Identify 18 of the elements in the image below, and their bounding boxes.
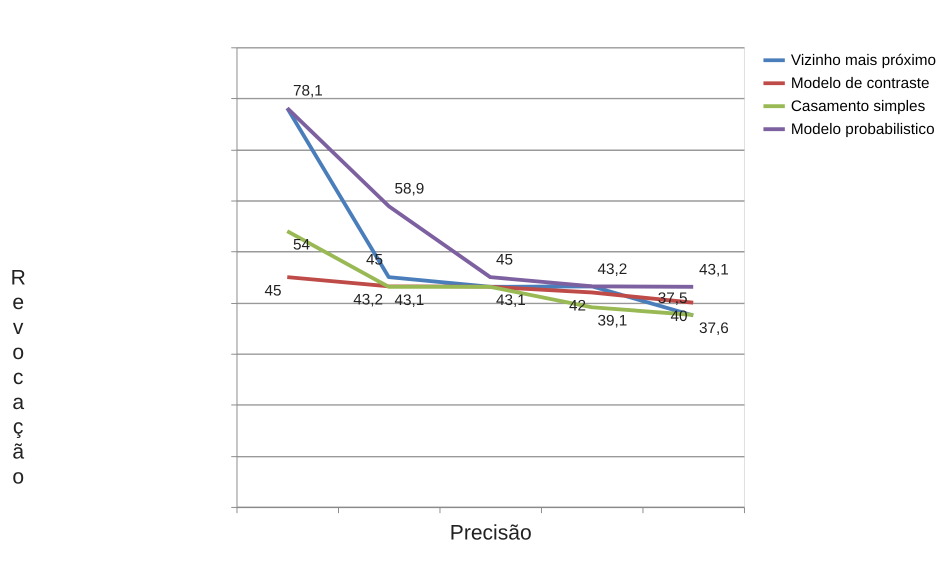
data-label: 43,1 (698, 261, 729, 278)
data-label: 45 (496, 252, 513, 269)
text: Revocação (10, 266, 26, 488)
data-label: 45 (264, 282, 282, 300)
legend-label: Modelo probabilistico (790, 120, 935, 138)
data-label: 43,2 (353, 292, 383, 309)
data-label: 43,1 (394, 292, 424, 310)
data-label: 58,9 (394, 180, 424, 198)
legend-label: Modelo de contraste (790, 75, 930, 92)
data-label: 43,2 (597, 260, 628, 278)
data-label: 39,1 (597, 312, 628, 330)
data-label: 43,1 (496, 292, 526, 310)
data-label: 54 (292, 236, 310, 254)
data-label: 37,6 (698, 320, 729, 338)
data-label: 78,1 (292, 82, 323, 100)
legend-label: Vizinho mais próximo (790, 52, 936, 70)
x-axis-title: Precisão (450, 521, 532, 544)
legend-label: Casamento simples (790, 98, 926, 116)
